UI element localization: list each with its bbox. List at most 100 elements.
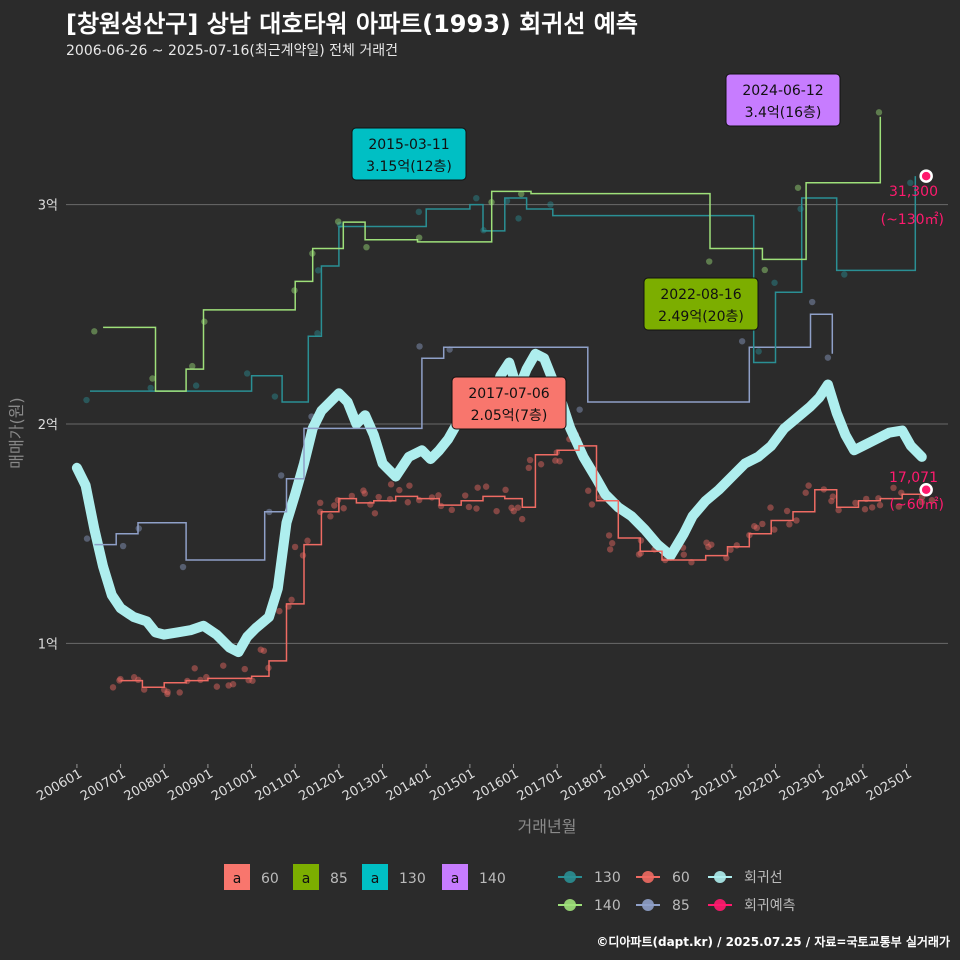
transaction-point-130 [271,393,279,400]
transaction-point-60 [465,503,473,511]
forecast-value-label: 31,300 [889,184,938,200]
transaction-point-60 [526,456,534,464]
transaction-point-60 [317,499,324,507]
transaction-point-60 [109,684,117,691]
chart-subtitle: 2006-06-26 ~ 2025-07-16(최근계약일) 전체 거래건 [66,43,398,59]
transaction-point-60 [680,551,687,558]
x-tick-label: 201401 [384,766,434,804]
transaction-point-60 [708,541,715,548]
series-line-140 [103,116,882,392]
x-tick-label: 202001 [646,766,696,804]
transaction-point-60 [876,501,884,509]
x-tick-label: 202501 [864,766,914,804]
transaction-point-85 [576,406,583,413]
transaction-point-60 [371,510,379,517]
transaction-point-60 [751,523,758,530]
series-line-85 [94,313,834,561]
legend-line-label: 회귀예측 [744,898,796,914]
callout-price: 3.15억(12층) [366,159,452,175]
transaction-point-60 [525,464,532,472]
transaction-point-85 [179,563,187,571]
transaction-point-130 [314,267,322,274]
transaction-point-85 [119,542,127,550]
forecast-point [919,483,933,497]
callout-box [643,277,759,331]
transaction-point-130 [83,396,90,404]
transaction-point-60 [637,537,645,544]
transaction-point-60 [361,490,368,497]
transaction-point-60 [585,487,592,494]
transaction-point-130 [192,382,200,389]
transaction-point-60 [288,596,295,604]
transaction-point-60 [556,457,563,465]
legend-line-dot [714,871,726,883]
transaction-point-60 [786,521,793,528]
transaction-point-60 [213,683,221,690]
x-tick-label: 201701 [515,766,565,804]
callout-price: 2.05억(7층) [471,408,548,424]
callout-date: 2015-03-11 [368,137,449,153]
transaction-point-60 [291,543,299,551]
transaction-point-60 [759,520,766,528]
transaction-point-60 [229,681,237,688]
transaction-point-130 [147,384,154,392]
x-tick-label: 201601 [471,766,521,804]
transaction-point-140 [149,375,156,382]
transaction-point-60 [448,506,456,514]
transaction-point-60 [606,546,614,553]
x-tick-label: 201501 [427,766,477,804]
forecast-point [919,169,933,183]
transaction-point-60 [327,513,334,520]
transaction-point-60 [510,507,517,515]
legend-line-label: 130 [594,870,621,886]
transaction-point-60 [514,504,522,511]
transaction-point-130 [907,179,914,187]
transaction-point-60 [348,492,356,500]
x-tick-label: 202101 [689,766,739,804]
legend-line-dot [642,899,654,911]
transaction-point-60 [482,483,490,490]
callout-date: 2022-08-16 [660,287,741,303]
x-tick-label: 202201 [733,766,783,804]
transaction-point-60 [161,686,168,694]
legend-fill-letter: a [371,871,380,887]
legend-line-dot [564,871,576,883]
transaction-point-60 [220,662,227,669]
transaction-point-140 [517,190,525,198]
callout-box [725,73,841,127]
transaction-point-60 [502,486,509,494]
callout-box [351,127,467,181]
transaction-point-60 [462,492,469,499]
transaction-point-60 [552,457,559,464]
transaction-point-60 [605,532,613,539]
x-axis-title: 거래년월 [518,817,577,836]
transaction-point-60 [588,501,596,508]
transaction-point-130 [547,201,554,208]
source-credit: ©디아파트(dapt.kr) / 2025.07.25 / 자료=국토교통부 실… [596,935,950,949]
callout-date: 2017-07-06 [468,386,549,402]
legend-fill-letter: a [233,871,242,887]
transaction-point-60 [802,489,809,496]
transaction-point-60 [868,504,876,511]
series-line-130 [90,176,917,403]
legend-line-label: 회귀선 [744,870,783,886]
transaction-point-60 [753,524,761,532]
x-tick-label: 200701 [78,766,128,804]
transaction-point-85 [416,343,423,350]
transaction-point-60 [890,484,897,492]
transaction-point-60 [508,504,515,512]
transaction-point-85 [135,525,142,532]
callout-price: 2.49억(20층) [658,309,744,325]
x-tick-label: 201101 [253,766,303,804]
transaction-point-130 [771,279,778,286]
transaction-point-60 [116,677,123,684]
transaction-point-60 [299,552,307,559]
transaction-point-85 [277,472,285,479]
transaction-point-140 [201,318,208,325]
transaction-point-60 [895,503,903,510]
transaction-point-60 [164,688,171,696]
transaction-point-85 [83,535,91,542]
transaction-point-60 [835,506,842,514]
transaction-point-60 [635,551,643,558]
